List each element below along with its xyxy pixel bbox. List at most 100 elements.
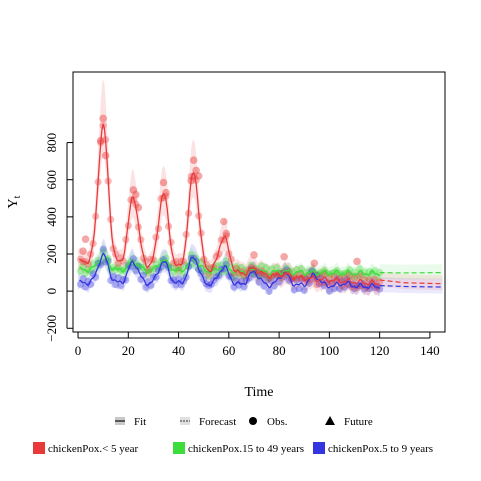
obs-point — [300, 286, 308, 295]
fit-line — [79, 252, 381, 290]
fit-band — [78, 238, 380, 297]
obs-point — [365, 268, 374, 276]
forecast-band — [379, 271, 443, 291]
x-axis: 0 20 40 60 80 100 120 140 — [75, 332, 440, 358]
y-tick-label: −200 — [44, 315, 59, 342]
x-tick-label: 40 — [172, 343, 185, 358]
obs-point — [262, 264, 271, 272]
y-tick-label: 0 — [44, 288, 59, 295]
obs-point — [288, 267, 296, 275]
obs-point — [162, 254, 170, 262]
obs-point — [189, 156, 198, 165]
obs-point — [86, 280, 95, 289]
obs-point — [132, 190, 140, 199]
obs-point — [152, 233, 160, 241]
obs-point — [338, 271, 346, 279]
obs-point — [371, 283, 379, 292]
obs-point — [217, 261, 225, 269]
x-tick-label: 0 — [75, 343, 82, 358]
obs-point — [360, 275, 369, 284]
obs-point — [129, 186, 138, 194]
obs-point — [190, 260, 198, 268]
obs-point — [340, 283, 349, 291]
obs-point — [335, 274, 344, 282]
obs-point — [325, 287, 333, 295]
obs-point — [235, 281, 243, 289]
plot-frame — [72, 71, 446, 333]
y-axis-title-subscript: t — [12, 195, 23, 198]
y-axis-title-main: Y — [6, 198, 21, 208]
obs-point — [222, 232, 230, 240]
obs-point — [112, 280, 120, 289]
forecast-line — [379, 279, 443, 285]
obs-point — [99, 245, 107, 253]
fit-line — [79, 123, 381, 287]
legend-obs-icon — [249, 417, 257, 425]
obs-point — [255, 278, 263, 286]
obs-point — [92, 273, 100, 281]
obs-point — [220, 217, 228, 226]
obs-point — [368, 278, 376, 287]
obs-point — [215, 250, 223, 258]
obs-point — [247, 261, 256, 270]
obs-point — [159, 178, 168, 187]
obs-point — [192, 166, 200, 175]
legend-series-swatch — [33, 442, 45, 454]
obs-point — [119, 257, 127, 265]
x-tick-label: 140 — [420, 343, 440, 358]
obs-point — [323, 278, 331, 286]
obs-point — [81, 235, 90, 243]
obs-point — [353, 257, 361, 266]
legend-series-label: chickenPox.5 to 9 years — [328, 443, 433, 455]
obs-point — [350, 274, 359, 283]
obs-point — [132, 200, 140, 208]
obs-point — [340, 269, 349, 277]
obs-point — [101, 151, 110, 160]
obs-point — [303, 268, 311, 276]
obs-point — [197, 258, 205, 266]
x-tick-label: 60 — [222, 343, 235, 358]
y-tick-label: 800 — [44, 133, 59, 153]
obs-point — [194, 172, 203, 180]
obs-point — [127, 196, 135, 204]
y-tick-label: 200 — [44, 244, 59, 264]
obs-point — [373, 284, 381, 292]
obs-point — [157, 195, 165, 203]
obs-point — [272, 264, 281, 272]
obs-point — [107, 276, 115, 285]
obs-point — [232, 262, 240, 271]
legend-future-icon — [325, 416, 335, 425]
obs-point — [177, 264, 185, 273]
obs-point — [222, 229, 231, 238]
obs-point — [114, 264, 122, 272]
legend-series-swatch — [173, 442, 185, 454]
obs-point — [162, 188, 170, 197]
obs-point — [365, 284, 374, 293]
x-tick-label: 100 — [320, 343, 340, 358]
obs-point — [335, 284, 344, 293]
y-tick-label: 600 — [44, 170, 59, 190]
forecast-band — [379, 264, 443, 280]
forecast-line — [379, 284, 443, 288]
obs-point — [222, 257, 230, 265]
y-axis-title: Yt — [6, 195, 23, 208]
obs-point — [250, 251, 258, 259]
obs-point — [237, 263, 246, 272]
obs-point — [290, 286, 298, 294]
fit-line — [79, 253, 381, 277]
y-tick-label: 400 — [44, 207, 59, 227]
obs-point — [313, 280, 321, 289]
forecast-lines — [379, 271, 443, 288]
obs-point — [99, 114, 107, 123]
legend-type-label: Obs. — [267, 416, 288, 428]
obs-point — [79, 247, 87, 256]
legend-type-label: Future — [344, 416, 373, 428]
obs-point — [371, 267, 379, 275]
obs-point — [114, 274, 122, 282]
obs-point — [257, 262, 266, 270]
fit-band — [78, 243, 380, 284]
obs-point — [187, 172, 195, 180]
legend-series: chickenPox.< 5 year chickenPox.15 to 49 y… — [33, 442, 433, 455]
y-axis: −200 0 200 400 600 800 — [44, 133, 73, 342]
